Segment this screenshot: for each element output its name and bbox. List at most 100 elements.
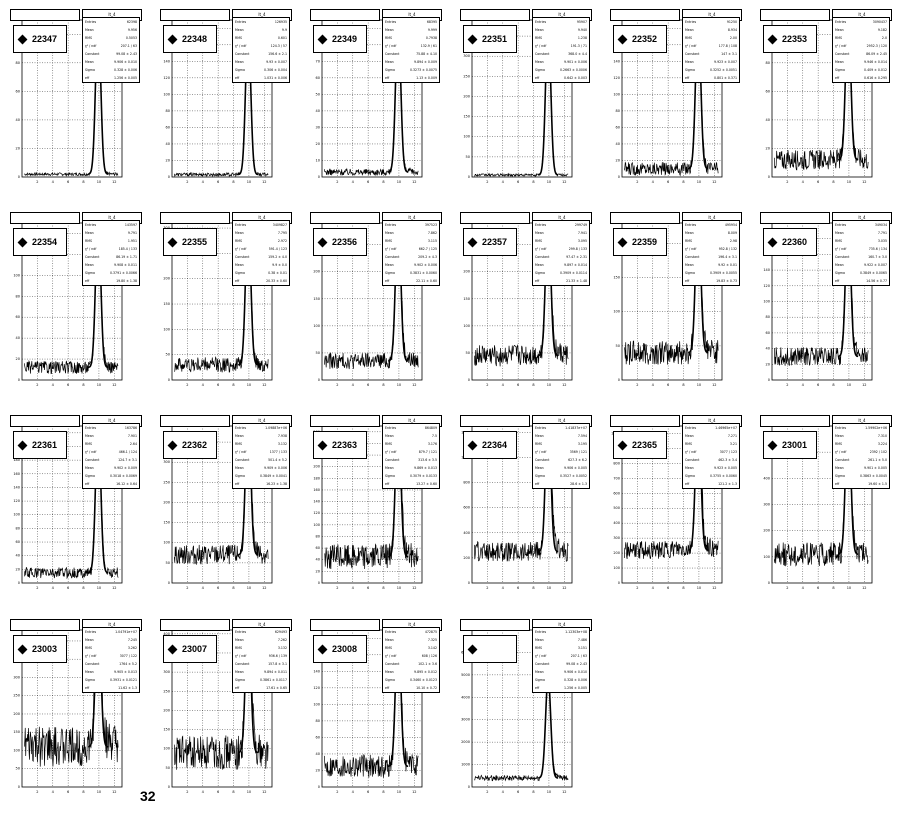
stats-key: χ² / ndf [835, 247, 847, 251]
run-number: 22347 [32, 34, 58, 44]
canvas-title-box [760, 9, 830, 21]
stats-key: Entries [85, 426, 97, 430]
stats-key: χ² / ndf [385, 450, 397, 454]
stats-value: 3090437 [872, 20, 887, 24]
y-tick-label: 60 [616, 125, 620, 129]
stats-value: 2.00 [729, 36, 737, 40]
stats-key: Mean [835, 466, 844, 470]
y-tick-label: 80 [766, 61, 770, 65]
y-tick-label: 140 [313, 669, 320, 673]
x-tick-label: 8 [382, 383, 384, 387]
stats-key: Constant [235, 52, 250, 56]
stats-value: 0.3460 ± 0.0123 [409, 678, 437, 682]
x-tick-label: 6 [67, 790, 69, 794]
stats-key: χ² / ndf [835, 450, 847, 454]
canvas-title-box [160, 619, 230, 631]
stats-value: 1.13 ± 0.009 [416, 76, 437, 80]
stats-key: eff [835, 279, 840, 283]
y-tick-label: 0 [468, 175, 470, 179]
y-tick-label: 0 [468, 785, 470, 789]
stats-value: 1.12303e+08 [565, 630, 587, 634]
stats-key: χ² / ndf [85, 450, 97, 454]
stats-value: 662.7 / 125 [418, 247, 437, 251]
stats-row: Mean 7.262 [233, 636, 289, 644]
stats-key: Sigma [85, 678, 95, 682]
x-tick-label: 10 [97, 790, 101, 794]
x-tick-label: 10 [97, 586, 101, 590]
histogram-panel: 24681012020406080100lt_4Entries3090437Me… [750, 0, 900, 203]
stats-row: Sigma 0.3018 ± 0.0069 [83, 472, 139, 480]
stats-value: 0.616 ± 0.295 [864, 76, 887, 80]
stats-key: Constant [85, 255, 100, 259]
stats-row: Mean 9.923 ± 0.005 [683, 464, 739, 472]
stats-value: 3.151 [577, 646, 587, 650]
run-number: 22353 [782, 34, 808, 44]
canvas-title-box [310, 415, 380, 427]
stats-box: Entries 349034 Mean 7.791 RMS 3.035 χ² / ndf 73… [832, 220, 890, 286]
stats-value: 313.6 ± 3.5 [418, 458, 437, 462]
stats-value: 9.894 ± 0.011 [264, 670, 287, 674]
stats-value: 97.47 ± 2.31 [566, 255, 587, 259]
stats-value: 9.869 ± 0.013 [414, 466, 437, 470]
canvas-title-box [310, 619, 380, 631]
x-tick-label: 10 [547, 383, 551, 387]
run-number: 22352 [632, 34, 658, 44]
stats-key: Constant [535, 458, 550, 462]
stats-row: eff 0.801 ± 0.371 [683, 74, 739, 82]
stats-value: 99.08 ± 2.43 [566, 662, 587, 666]
stats-value: 9.923 ± 0.005 [714, 466, 737, 470]
stats-key: RMS [85, 442, 92, 446]
y-tick-label: 4000 [461, 695, 470, 699]
stats-key: Constant [835, 52, 850, 56]
x-tick-label: 2 [186, 383, 188, 387]
run-legend: 22363 [313, 431, 367, 459]
y-tick-label: 0 [468, 378, 470, 382]
stats-value: 0.2663 ± 0.0006 [559, 68, 587, 72]
stats-box: Entries 1.46965e+07 Mean 7.271 RMS 3.21 χ² / n… [682, 423, 740, 489]
diamond-marker-icon [467, 644, 478, 654]
x-tick-label: 8 [82, 180, 84, 184]
stats-row: Entries 62398 [83, 18, 139, 26]
y-tick-label: 200 [463, 556, 470, 560]
stats-row: Sigma 0.3863 ± 0.0045 [833, 472, 889, 480]
x-tick-label: 8 [532, 180, 534, 184]
x-tick-label: 4 [502, 383, 505, 387]
y-tick-label: 0 [618, 581, 620, 585]
stats-row: eff 0.616 ± 0.295 [833, 74, 889, 82]
y-tick-label: 120 [313, 511, 320, 515]
y-tick-label: 100 [613, 310, 620, 314]
diamond-marker-icon [317, 34, 328, 44]
stats-value: 1.238 [577, 36, 587, 40]
y-tick-label: 200 [163, 500, 170, 504]
canvas-title-box [160, 415, 230, 427]
stats-row: eff 19.83 ± 0.73 [683, 277, 739, 285]
x-tick-label: 2 [486, 180, 488, 184]
stats-row: Entries 1.09887e+06 [233, 424, 289, 432]
stats-row: Entries 1.41837e+07 [533, 424, 589, 432]
x-tick-label: 4 [802, 383, 805, 387]
x-tick-label: 2 [636, 586, 638, 590]
stats-row: χ² / ndf 591.4 / 123 [233, 245, 289, 253]
stats-value: 9.9 ± 0.0 [272, 263, 287, 267]
stats-key: eff [235, 279, 240, 283]
y-tick-label: 150 [613, 276, 620, 280]
stats-row: eff 19.60 ± 1.5 [833, 480, 889, 488]
y-tick-label: 30 [316, 125, 320, 129]
canvas-title-box [760, 212, 830, 224]
stats-key: Constant [385, 662, 400, 666]
run-legend: 22352 [613, 25, 667, 53]
stats-value: 126935 [274, 20, 287, 24]
y-tick-label: 150 [313, 297, 320, 301]
x-tick-label: 2 [486, 790, 488, 794]
stats-value: 0.306 ± 0.004 [264, 68, 287, 72]
stats-key: Entries [235, 223, 247, 227]
stats-value: 952.8 / 132 [718, 247, 737, 251]
stats-value: 2.0 [881, 36, 887, 40]
y-tick-label: 50 [16, 767, 20, 771]
stats-row: Constant 97.47 ± 2.31 [533, 253, 589, 261]
stats-key: Mean [535, 231, 544, 235]
stats-row: Sigma 0.3909 ± 0.0114 [533, 269, 589, 277]
stats-row: RMS 3.132 [233, 644, 289, 652]
stats-row: Mean 9.922 ± 0.007 [833, 261, 889, 269]
